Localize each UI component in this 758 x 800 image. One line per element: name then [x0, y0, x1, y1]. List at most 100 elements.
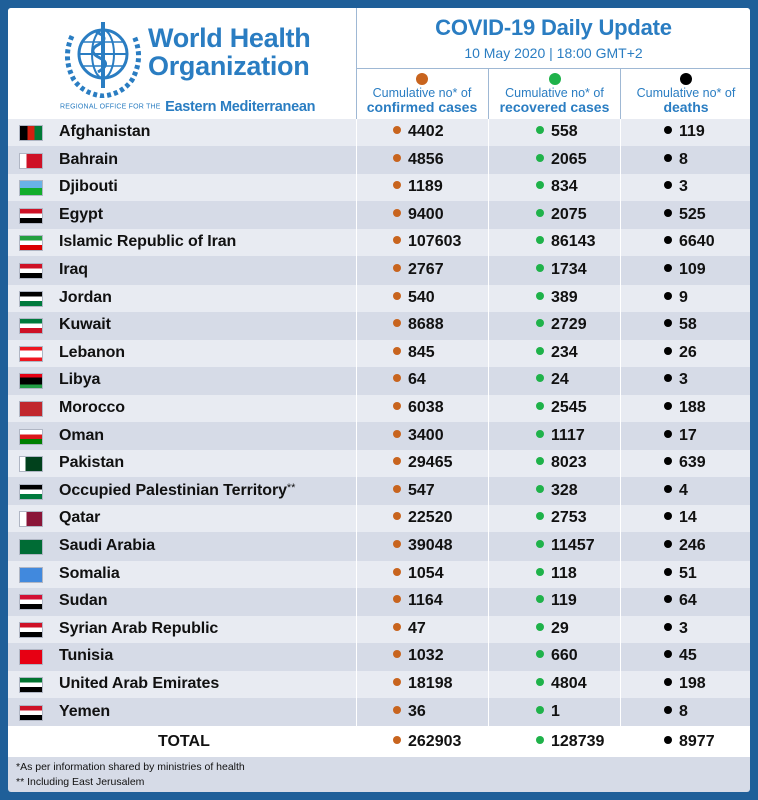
deaths-bullet-icon	[664, 346, 672, 355]
recovered-value: 2545	[551, 399, 587, 416]
confirmed-bullet-icon	[393, 678, 401, 686]
confirmed-bullet-icon	[393, 512, 401, 521]
recovered-dot-icon	[548, 73, 561, 85]
table-row: Morocco 6038 2545 188	[8, 395, 750, 422]
confirmed-bullet-icon	[393, 153, 401, 162]
deaths-bullet-icon	[664, 595, 672, 604]
flag-icon	[20, 126, 42, 140]
total-deaths: 8977	[664, 733, 715, 751]
recovered-value: 558	[551, 123, 578, 140]
deaths-bullet-icon	[664, 319, 672, 328]
deaths-bullet-icon	[664, 291, 672, 300]
confirmed-bullet-icon	[393, 705, 401, 714]
recovered-value: 4804	[551, 675, 587, 692]
country-name-text: Bahrain	[59, 150, 118, 168]
flag-icon	[20, 705, 42, 720]
deaths-value: 64	[679, 592, 697, 610]
confirmed-bullet-icon	[393, 736, 401, 744]
recovered-value: 2753	[551, 509, 587, 527]
column-divider	[488, 119, 489, 757]
flag-icon	[20, 208, 42, 223]
deaths-cell: 3	[664, 371, 688, 389]
confirmed-bullet-icon	[393, 181, 401, 190]
confirmed-cell: 22520	[393, 509, 453, 527]
recovered-value: 24	[551, 371, 569, 389]
covid-update-card: World Health Organization REGIONAL OFFIC…	[8, 8, 750, 792]
deaths-cell: 3	[664, 178, 688, 196]
total-label: TOTAL	[158, 733, 210, 750]
confirmed-value: 39048	[408, 537, 453, 554]
deaths-value: 17	[679, 426, 697, 444]
country-name: Oman	[59, 427, 104, 445]
confirmed-value: 4402	[408, 123, 444, 140]
confirmed-cell: 540	[393, 289, 435, 307]
header: World Health Organization REGIONAL OFFIC…	[8, 8, 750, 120]
flag-icon	[20, 181, 42, 196]
recovered-header-line1: Cumulative no* of	[505, 86, 604, 100]
country-name: Qatar	[59, 509, 100, 527]
recovered-bullet-icon	[536, 512, 544, 521]
confirmed-value: 1189	[408, 178, 443, 196]
deaths-cell: 639	[664, 454, 706, 472]
recovered-bullet-icon	[536, 291, 544, 300]
recovered-cell: 1734	[536, 261, 587, 279]
confirmed-header-line2: confirmed cases	[366, 99, 478, 115]
recovered-bullet-icon	[536, 402, 544, 410]
recovered-cell: 29	[536, 620, 569, 638]
deaths-value: 14	[679, 509, 697, 527]
confirmed-cell: 845	[393, 344, 435, 362]
deaths-header-line1: Cumulative no* of	[636, 86, 736, 100]
flag-icon	[20, 374, 42, 389]
table-row: Bahrain 4856 2065 8	[8, 146, 750, 174]
country-name: Pakistan	[59, 454, 124, 472]
confirmed-bullet-icon	[393, 457, 401, 466]
confirmed-value: 540	[408, 288, 435, 306]
table-row: Djibouti 1189 834 3	[8, 174, 750, 202]
recovered-value: 1734	[551, 261, 587, 278]
deaths-value: 198	[679, 675, 706, 692]
recovered-bullet-icon	[536, 346, 544, 355]
recovered-value: 834	[551, 178, 578, 196]
total-recovered-value: 128739	[551, 733, 605, 750]
org-name-line1: World Health	[148, 23, 311, 53]
total-recovered: 128739	[536, 733, 604, 751]
deaths-header-line2: deaths	[663, 99, 709, 115]
deaths-value: 3	[679, 619, 688, 637]
recovered-cell: 1	[536, 703, 560, 721]
confirmed-bullet-icon	[393, 236, 401, 245]
confirmed-cell: 1032	[393, 647, 444, 665]
table-row: Pakistan 29465 8023 639	[8, 450, 750, 478]
flag-icon	[20, 402, 42, 416]
table-row: Syrian Arab Republic 47 29 3	[8, 615, 750, 643]
page-title: COVID-19 Daily Update	[435, 15, 672, 40]
recovered-cell: 2075	[536, 206, 587, 224]
footnote: ** Including East Jerusalem	[16, 776, 145, 788]
deaths-cell: 58	[664, 316, 697, 334]
country-name-text: Yemen	[59, 702, 111, 720]
flag-icon	[20, 319, 42, 334]
recovered-value: 234	[551, 343, 578, 361]
recovered-bullet-icon	[536, 457, 544, 466]
table-row: Islamic Republic of Iran 107603 86143 6640	[8, 229, 750, 257]
recovered-bullet-icon	[536, 319, 544, 328]
confirmed-value: 9400	[408, 205, 444, 223]
recovered-value: 328	[551, 481, 578, 499]
country-name: Morocco	[59, 399, 125, 417]
recovered-bullet-icon	[536, 236, 544, 245]
confirmed-value: 1032	[408, 647, 444, 665]
date-subtitle: 10 May 2020 | 18:00 GMT+2	[464, 45, 643, 61]
org-name-line2: Organization	[148, 51, 310, 81]
deaths-cell: 51	[664, 565, 697, 583]
recovered-cell: 118	[536, 565, 577, 583]
region-name: Eastern Mediterranean	[165, 98, 316, 115]
deaths-value: 246	[679, 537, 706, 554]
recovered-cell: 8023	[536, 454, 587, 472]
country-name: Lebanon	[59, 344, 125, 362]
confirmed-bullet-icon	[393, 374, 401, 383]
recovered-bullet-icon	[536, 264, 544, 272]
flag-icon	[20, 622, 42, 637]
column-divider	[620, 119, 621, 757]
confirmed-value: 8688	[408, 316, 444, 334]
deaths-bullet-icon	[664, 736, 672, 744]
flag-icon	[20, 484, 42, 499]
